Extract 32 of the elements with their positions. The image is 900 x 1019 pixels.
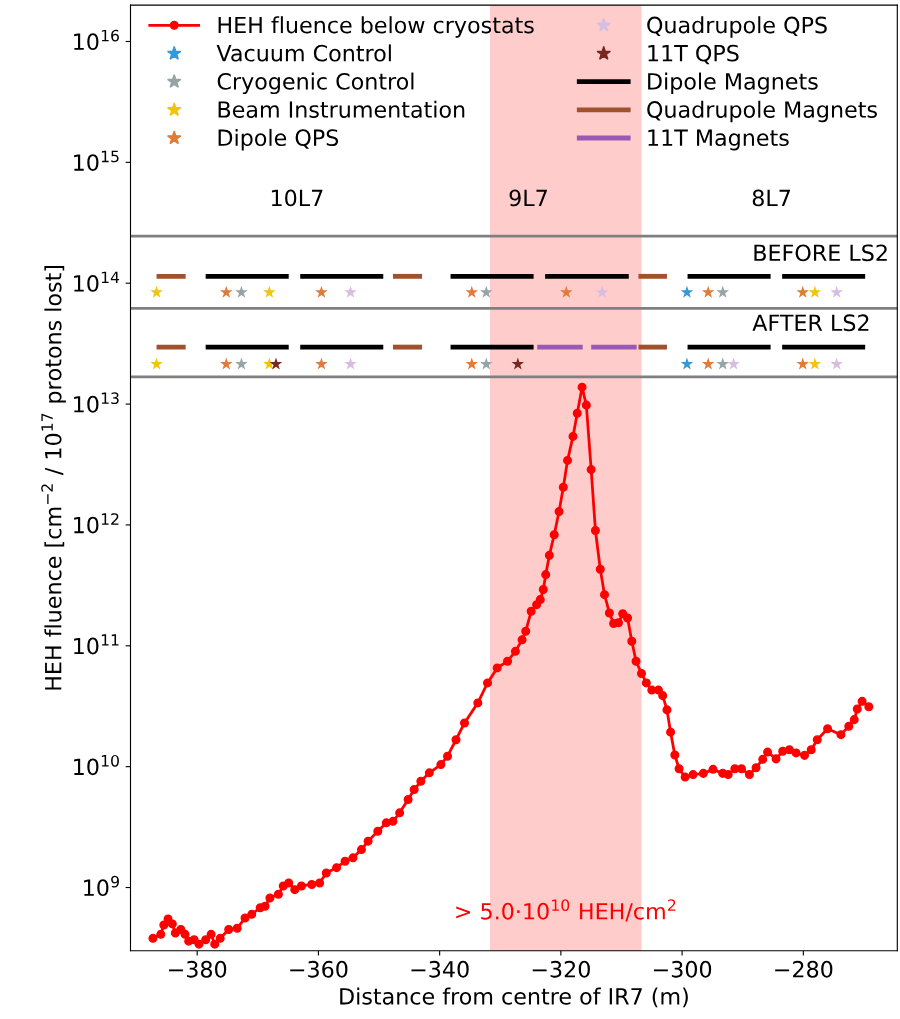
x-tick-label: −280	[775, 960, 833, 978]
legend-label: Quadrupole Magnets	[647, 100, 877, 123]
x-tick-label: −300	[653, 960, 712, 978]
x-tick-label: −320	[532, 960, 590, 978]
band-label: > 5.0·10$^{10}$ HEH/cm$^{2}$	[456, 899, 676, 922]
legend-label: Vacuum Control	[216, 44, 391, 62]
x-tick-label: −340	[411, 960, 469, 978]
annotation: 8L7	[752, 189, 790, 207]
annotation: 10L7	[271, 189, 323, 207]
legend-label: Dipole Magnets	[648, 72, 818, 95]
legend-label: Dipole QPS	[218, 128, 339, 151]
y-tick-label: 10$^{10}$	[74, 754, 119, 776]
annotation: 9L7	[509, 189, 547, 207]
y-tick-label: 10$^{16}$	[74, 29, 119, 51]
legend-label: Quadrupole QPS	[647, 16, 827, 38]
y-tick-label: 10$^{11}$	[74, 634, 119, 655]
y-axis-title: HEH fluence [cm$^{−2}$ / 10$^{17}$ protons lost]	[41, 265, 66, 690]
annotation: BEFORE LS2	[754, 244, 887, 262]
y-tick-label: 10$^{12}$	[74, 513, 119, 534]
y-tick-label: 10$^{14}$	[74, 271, 120, 292]
x-tick-label: −360	[290, 960, 348, 978]
y-tick-label: 10$^{15}$	[74, 150, 119, 171]
legend-label: HEH fluence below cryostats	[218, 16, 534, 38]
legend-label: 11T QPS	[648, 44, 739, 65]
x-tick-label: −380	[169, 960, 227, 978]
x-axis-title: Distance from centre of IR7 (m)	[340, 987, 688, 1008]
y-tick-label: 10$^{13}$	[74, 392, 119, 413]
legend-label: Beam Instrumentation	[218, 100, 465, 118]
y-tick-label: 10$^{9}$	[84, 875, 119, 897]
annotation: AFTER LS2	[752, 314, 869, 332]
legend-label: Cryogenic Control	[217, 72, 414, 95]
legend-label: 11T Magnets	[648, 129, 789, 151]
